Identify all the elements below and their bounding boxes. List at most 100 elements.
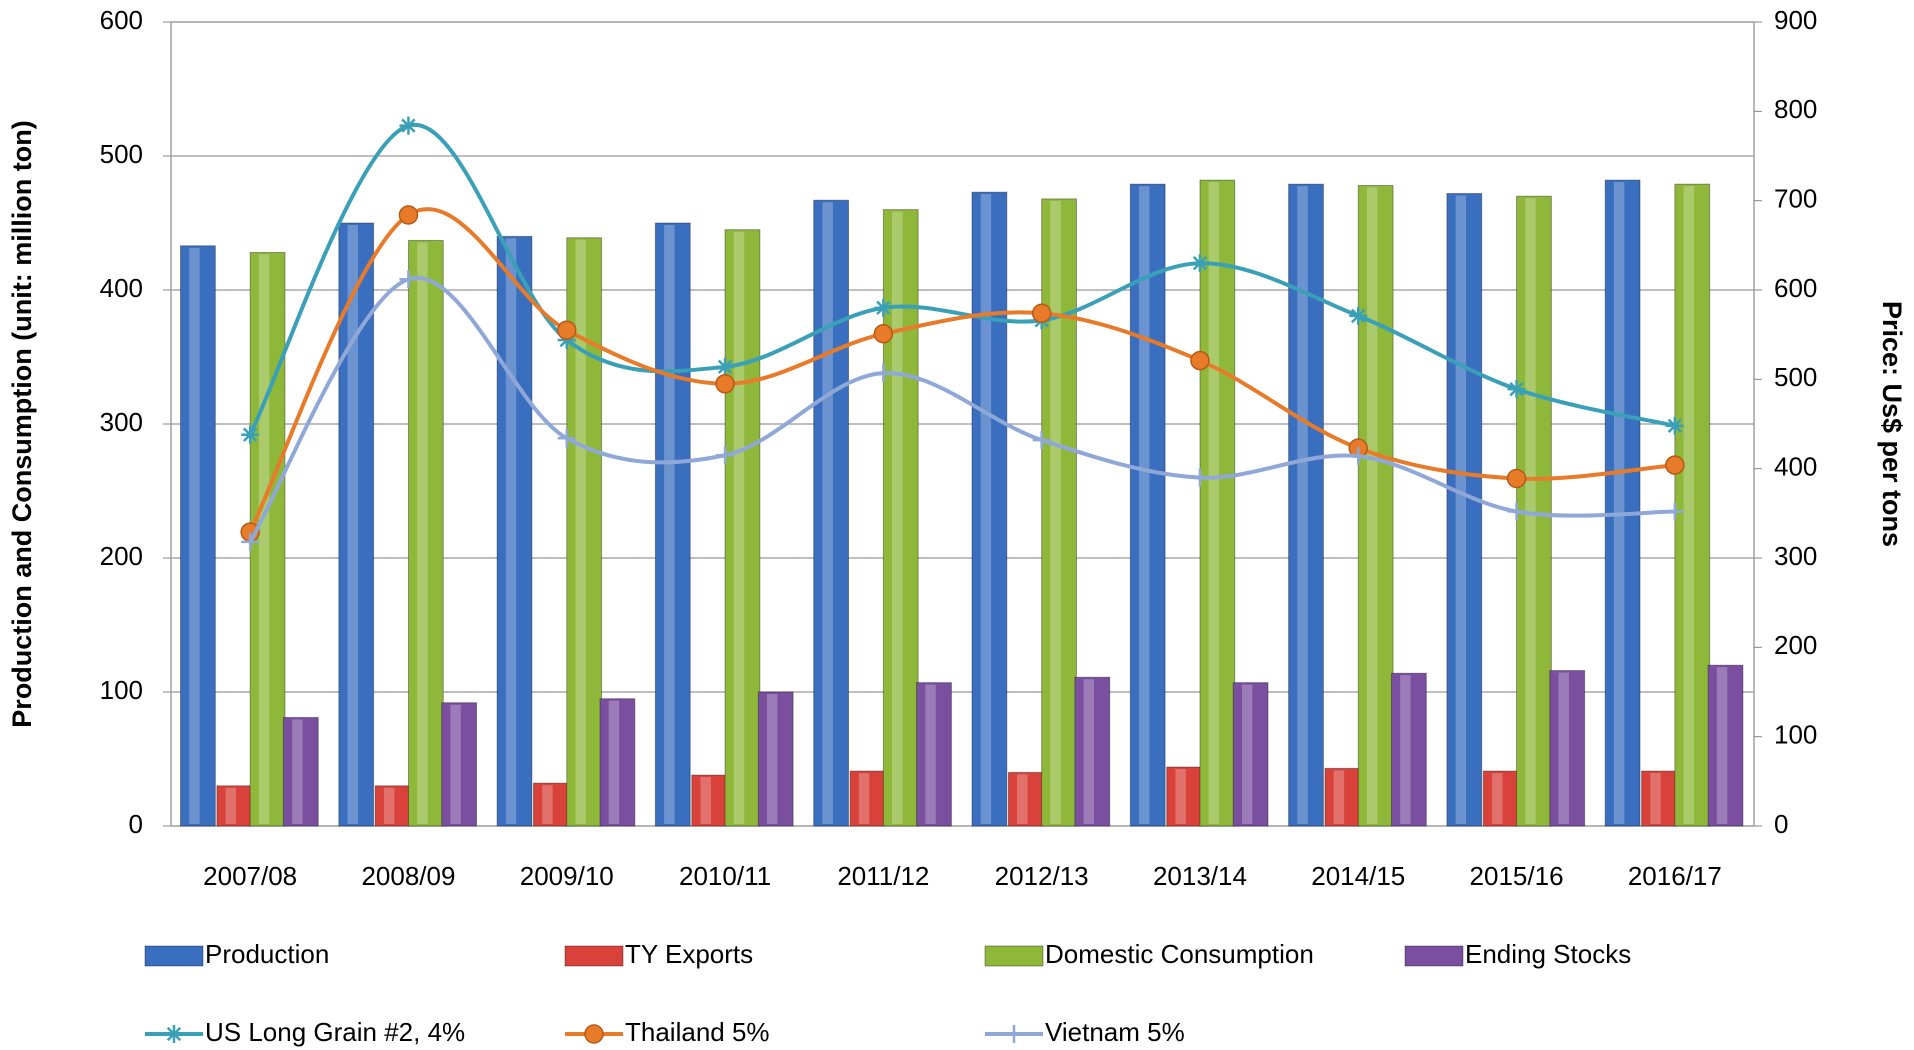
bar-shine — [417, 242, 428, 825]
line-marker — [1665, 455, 1685, 475]
marker-stroke — [876, 300, 891, 316]
bar-shine — [1333, 770, 1345, 824]
bar-shine — [980, 194, 992, 824]
marker-stroke — [242, 427, 258, 442]
bar — [407, 239, 444, 827]
bar — [724, 229, 761, 827]
bar-shine — [766, 694, 778, 824]
bar-shine — [1525, 198, 1536, 824]
line — [248, 275, 1675, 543]
bar — [1166, 766, 1203, 827]
marker-stroke — [401, 118, 416, 133]
bar — [654, 222, 691, 827]
bar — [813, 199, 850, 827]
legend-swatch — [1404, 945, 1464, 967]
legend-label: Vietnam 5% — [1045, 1017, 1185, 1047]
line-marker — [398, 205, 419, 225]
bar-shine — [575, 239, 586, 825]
bar — [1641, 770, 1677, 827]
bar-shine — [1017, 774, 1028, 824]
bar-shine — [1400, 675, 1411, 824]
y2-tick-label: 0 — [1774, 809, 1788, 839]
line — [248, 122, 1676, 436]
bar-shine — [1650, 773, 1661, 824]
bar — [1232, 682, 1269, 827]
bar-shine — [1558, 672, 1569, 824]
y-tick-label: 400 — [100, 273, 143, 303]
bar-shine — [1083, 679, 1095, 824]
line-marker — [1190, 468, 1209, 487]
x-tick-label: 2013/14 — [1153, 861, 1247, 891]
bar — [1357, 184, 1394, 827]
line-marker — [1031, 303, 1052, 323]
line-marker — [1349, 306, 1368, 325]
x-tick-label: 2007/08 — [203, 861, 297, 891]
bar-shine — [733, 231, 745, 824]
bar — [1674, 183, 1711, 827]
marker-stroke — [717, 359, 733, 375]
line-marker — [1005, 1025, 1023, 1043]
line-marker — [557, 429, 576, 448]
y2-tick-label: 700 — [1774, 184, 1817, 214]
line-marker — [1506, 468, 1527, 489]
bar — [496, 235, 533, 827]
bar — [533, 782, 569, 827]
line-marker — [399, 116, 418, 135]
x-tick-label: 2011/12 — [837, 861, 929, 891]
line-marker — [1190, 350, 1210, 371]
bar — [916, 682, 952, 827]
bar-shine — [292, 719, 303, 824]
y-tick-label: 100 — [100, 675, 143, 705]
line-marker — [1507, 502, 1526, 521]
legend-label: Domestic Consumption — [1045, 939, 1314, 969]
y2-tick-label: 500 — [1774, 362, 1817, 392]
bar-shine — [892, 211, 903, 825]
y2-tick-label: 400 — [1774, 452, 1817, 482]
bar — [1041, 198, 1077, 827]
bar-shine — [347, 225, 358, 824]
x-tick-label: 2010/11 — [679, 861, 771, 891]
bar — [1199, 179, 1236, 827]
line — [248, 207, 1676, 533]
legend-swatch — [984, 945, 1044, 967]
y2-tick-label: 200 — [1774, 630, 1817, 660]
x-tick-label: 2009/10 — [520, 861, 614, 891]
line-marker — [165, 1025, 183, 1043]
bar — [441, 702, 478, 827]
bar-shine — [1241, 684, 1253, 824]
bar — [1129, 183, 1166, 827]
bar — [338, 222, 375, 827]
line-marker — [1665, 416, 1684, 435]
bar-shine — [608, 700, 620, 824]
y-tick-label: 200 — [100, 541, 143, 571]
marker-stroke — [1351, 308, 1366, 324]
y-tick-label: 300 — [100, 407, 143, 437]
bar — [1604, 179, 1641, 827]
bar — [1074, 676, 1111, 827]
bar-shine — [1050, 200, 1061, 824]
legend-label: Production — [205, 939, 329, 969]
x-tick-label: 2012/13 — [995, 861, 1089, 891]
y-axis-title: Production and Consumption (unit: millio… — [7, 120, 37, 727]
line-marker — [241, 425, 260, 444]
line-marker — [1665, 502, 1684, 521]
line-marker — [1349, 447, 1368, 466]
marker-stroke — [166, 1026, 182, 1042]
line-marker — [399, 270, 418, 289]
bar — [849, 770, 886, 827]
line-marker — [874, 298, 893, 317]
x-tick-label: 2016/17 — [1628, 861, 1722, 891]
y2-tick-label: 900 — [1774, 5, 1817, 35]
bar-shine — [258, 254, 270, 825]
y-tick-label: 600 — [100, 5, 143, 35]
marker-stroke — [1509, 381, 1524, 397]
legend-swatch — [144, 945, 204, 967]
bar — [282, 716, 319, 827]
legend-label: Thailand 5% — [625, 1017, 770, 1047]
line-marker — [874, 364, 893, 383]
bar-shine — [1613, 182, 1625, 824]
bar-shine — [925, 684, 936, 824]
bar-shine — [1208, 182, 1220, 824]
y2-tick-label: 800 — [1774, 94, 1817, 124]
